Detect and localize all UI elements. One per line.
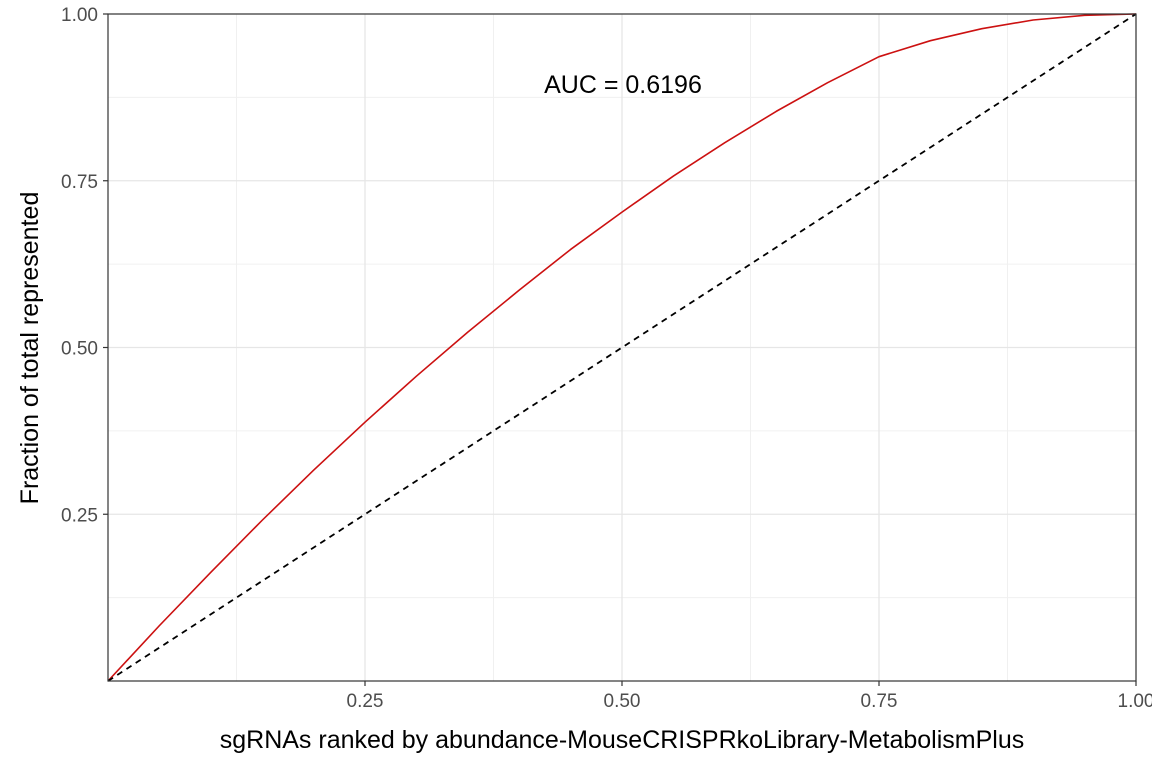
x-tick-label: 0.50 [604,691,641,712]
x-tick-label: 1.00 [1118,691,1152,712]
y-tick-label: 0.50 [61,339,98,360]
y-tick-label: 1.00 [61,5,98,26]
cumulative-curve-line [107,13,1137,682]
x-tick-label: 0.75 [861,691,898,712]
y-axis-title: Fraction of total represented [16,192,44,505]
y-tick-label: 0.75 [61,172,98,193]
y-tick-label: 0.25 [61,505,98,526]
series-lines [107,13,1137,682]
axis-ticks: 0.25 0.50 0.75 1.00 0.25 0.50 0.75 1.00 [61,5,1152,712]
x-tick-label: 0.25 [347,691,384,712]
x-axis-title: sgRNAs ranked by abundance-MouseCRISPRko… [220,726,1025,754]
auc-annotation: AUC = 0.6196 [544,71,702,99]
